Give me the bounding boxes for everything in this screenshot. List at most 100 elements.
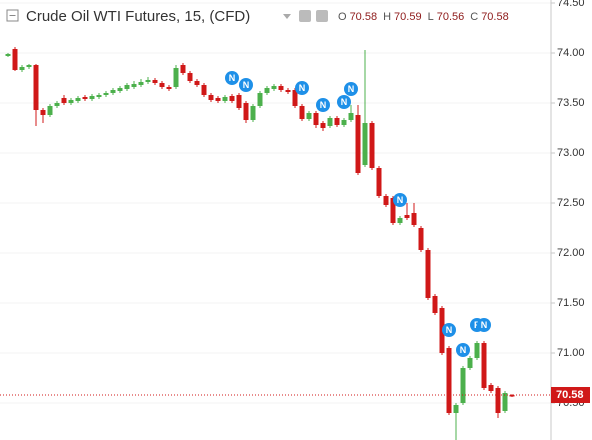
ohlc-value: 70.56 xyxy=(437,11,465,23)
candle-body xyxy=(215,98,221,101)
candle-body xyxy=(341,120,347,125)
candle-body xyxy=(89,96,95,99)
candle-body xyxy=(502,393,508,411)
candle-body xyxy=(229,96,235,101)
candle-body xyxy=(180,65,186,73)
news-marker-label: N xyxy=(460,345,467,355)
y-tick-label: 71.50 xyxy=(557,297,585,309)
y-tick-label: 74.00 xyxy=(557,47,585,59)
candle-body xyxy=(418,228,424,250)
candle-body xyxy=(187,73,193,81)
candle-body xyxy=(236,95,242,108)
candle-body xyxy=(68,100,74,103)
ohlc-value: 70.59 xyxy=(394,11,422,23)
news-marker-label: N xyxy=(481,320,488,330)
candle-body xyxy=(390,198,396,223)
candle-body xyxy=(152,80,158,83)
candle-body xyxy=(299,106,305,119)
header: Crude Oil WTI Futures, 15, (CFD) O 70.58 H… xyxy=(6,8,509,25)
candle-body xyxy=(439,308,445,353)
candle-body xyxy=(271,86,277,89)
candle-body xyxy=(131,84,137,87)
news-marker[interactable] xyxy=(316,98,330,112)
candle-body xyxy=(82,97,88,99)
last-price-label: 70.58 xyxy=(556,389,584,401)
news-marker-label: P xyxy=(474,320,480,330)
candle-body xyxy=(201,85,207,95)
candle-body xyxy=(257,93,263,106)
candle-body xyxy=(26,65,32,67)
close-icon[interactable] xyxy=(316,10,328,22)
candle-body xyxy=(369,123,375,168)
candle-body xyxy=(334,118,340,125)
candle-body xyxy=(411,213,417,225)
news-marker[interactable] xyxy=(337,95,351,109)
candle-body xyxy=(313,113,319,125)
candle-body xyxy=(425,250,431,298)
candle-body xyxy=(376,168,382,196)
candle-body xyxy=(383,196,389,205)
news-marker[interactable] xyxy=(295,81,309,95)
news-marker-label: N xyxy=(348,84,355,94)
candle-body xyxy=(208,95,214,100)
news-marker-label: N xyxy=(320,100,327,110)
candle-body xyxy=(495,388,501,413)
candle-body xyxy=(278,86,284,90)
axis-labels: 74.50 74.00 73.50 73.00 72.50 72.00 71.50 71.00… xyxy=(551,0,590,409)
candle-body xyxy=(362,123,368,165)
candle-body xyxy=(96,95,102,97)
candle-body xyxy=(5,54,11,56)
candle-body xyxy=(250,106,256,120)
news-marker-label: N xyxy=(397,195,404,205)
candle-body xyxy=(285,90,291,92)
candle-body xyxy=(54,103,60,106)
candle-body xyxy=(173,68,179,87)
candle-body xyxy=(33,65,39,110)
news-marker[interactable] xyxy=(239,78,253,92)
candle-body xyxy=(355,115,361,173)
candle-body xyxy=(306,113,312,119)
ohlc-value: 70.58 xyxy=(481,11,509,23)
news-marker[interactable] xyxy=(456,343,470,357)
y-tick-label: 72.00 xyxy=(557,247,585,259)
y-tick-label: 74.50 xyxy=(557,0,585,9)
candle-body xyxy=(488,385,494,391)
candle-body xyxy=(159,83,165,87)
candle-body xyxy=(124,85,130,89)
candle-body xyxy=(194,81,200,85)
candle-body xyxy=(292,90,298,106)
news-marker[interactable] xyxy=(477,318,491,332)
candle-body xyxy=(222,97,228,101)
candle-body xyxy=(138,82,144,85)
news-marker[interactable] xyxy=(344,82,358,96)
news-marker[interactable] xyxy=(225,71,239,85)
candle-body xyxy=(320,123,326,128)
y-tick-label: 72.50 xyxy=(557,197,585,209)
last-price-tag xyxy=(551,387,590,403)
candle-body xyxy=(47,106,53,115)
news-marker[interactable] xyxy=(442,323,456,337)
ohlc-value: 70.58 xyxy=(350,11,378,23)
candle-body xyxy=(145,80,151,82)
collapse-icon[interactable] xyxy=(6,9,19,22)
chart-title: Crude Oil WTI Futures, 15, (CFD) xyxy=(26,8,250,25)
settings-icon[interactable] xyxy=(299,10,311,22)
candle-body xyxy=(61,98,67,103)
news-marker[interactable] xyxy=(393,193,407,207)
y-tick-label: 73.00 xyxy=(557,147,585,159)
candle-body xyxy=(348,113,354,120)
price-axis xyxy=(551,0,592,440)
candle-body xyxy=(12,49,18,70)
candle-body xyxy=(481,343,487,388)
candle-body xyxy=(264,88,270,93)
y-tick-label: 71.00 xyxy=(557,347,585,359)
ohlc-label: C xyxy=(470,11,478,23)
candle-body xyxy=(117,88,123,91)
news-marker-label: N xyxy=(341,97,348,107)
candle-body xyxy=(404,215,410,218)
news-marker-label: N xyxy=(243,80,250,90)
candle-body xyxy=(509,395,515,397)
candle-body xyxy=(19,67,25,70)
dropdown-icon[interactable] xyxy=(283,14,291,19)
